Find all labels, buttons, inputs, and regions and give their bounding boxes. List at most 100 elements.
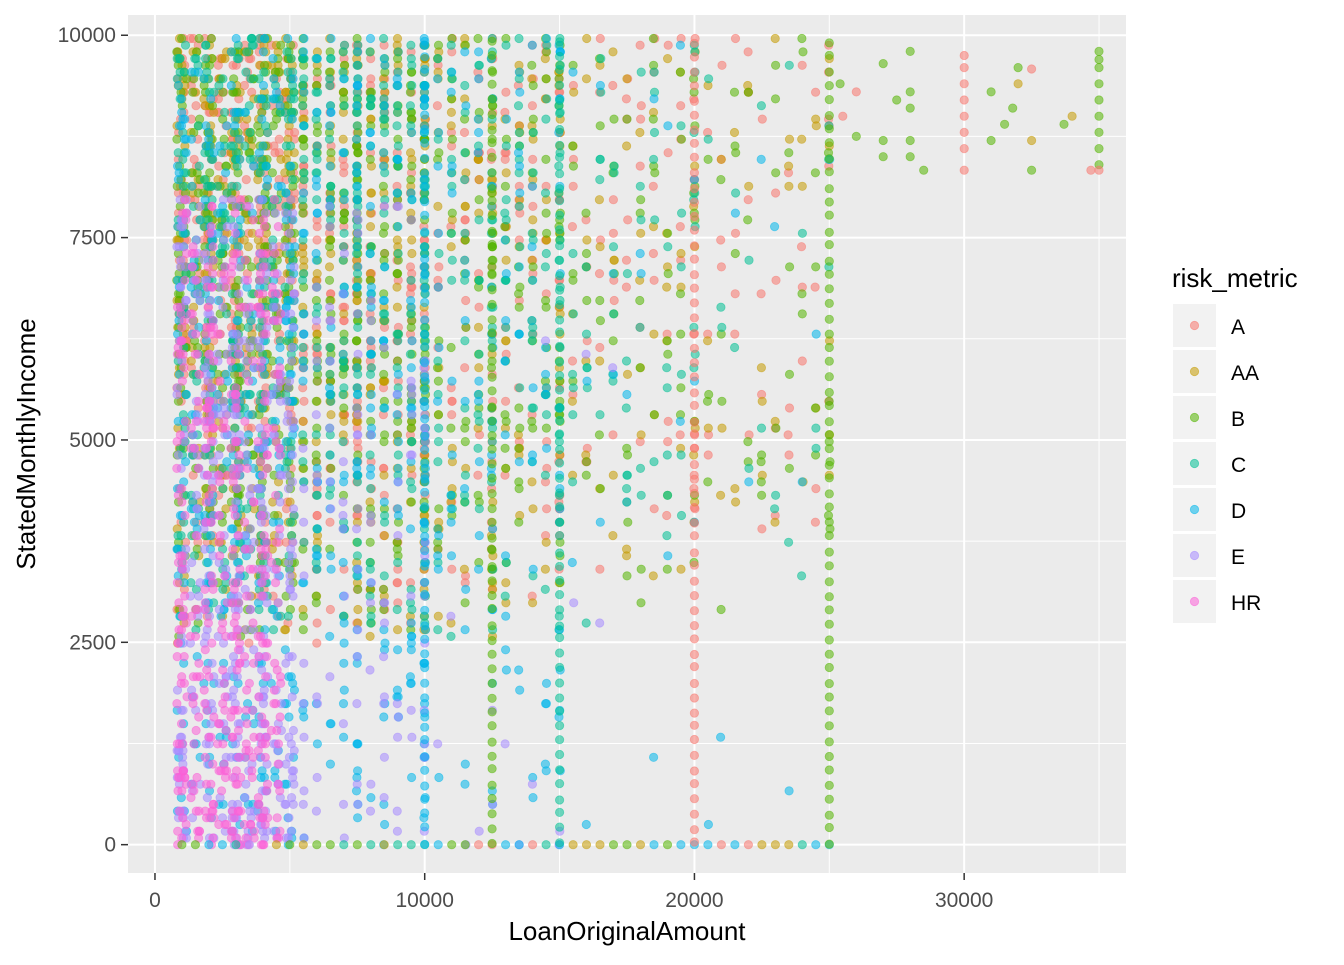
data-point-d [227, 81, 235, 89]
data-point-c [340, 841, 348, 849]
data-point-b [407, 175, 415, 183]
data-point-c [582, 330, 590, 338]
data-point-b [325, 276, 333, 284]
data-point-d [596, 81, 604, 89]
data-point-c [663, 384, 671, 392]
data-point-a [622, 95, 630, 103]
data-point-b [799, 48, 807, 56]
data-point-e [289, 538, 297, 546]
data-point-c [300, 175, 308, 183]
data-point-b [407, 424, 415, 432]
data-point-e [339, 525, 347, 533]
data-point-c [636, 323, 644, 331]
data-point-aa [717, 155, 725, 163]
data-point-b [825, 490, 833, 498]
data-point-hr [179, 605, 187, 613]
data-point-d [502, 316, 510, 324]
data-point-a [744, 841, 752, 849]
data-point-b [785, 370, 793, 378]
data-point-d [474, 565, 482, 573]
data-point-c [555, 371, 563, 379]
data-point-d [528, 243, 536, 251]
data-point-hr [274, 780, 282, 788]
data-point-b [825, 693, 833, 701]
data-point-d [542, 699, 550, 707]
data-point-a [690, 635, 698, 643]
data-point-hr [207, 384, 215, 392]
data-point-d [421, 606, 429, 614]
data-point-d [515, 162, 523, 170]
data-point-e [326, 424, 334, 432]
data-point-c [475, 276, 483, 284]
data-point-c [325, 75, 333, 83]
data-point-c [745, 256, 753, 264]
data-point-hr [219, 699, 227, 707]
data-point-c [340, 41, 348, 49]
data-point-e [241, 437, 249, 445]
data-point-hr [187, 612, 195, 620]
data-point-c [515, 202, 523, 210]
data-point-d [474, 115, 482, 123]
data-point-hr [201, 599, 209, 607]
data-point-d [434, 283, 442, 291]
data-point-hr [202, 498, 210, 506]
data-point-c [543, 95, 551, 103]
data-point-d [433, 75, 441, 83]
data-point-d [434, 162, 442, 170]
data-point-b [825, 68, 833, 76]
data-point-hr [235, 639, 243, 647]
data-point-c [312, 491, 320, 499]
data-point-aa [502, 579, 510, 587]
data-point-c [380, 128, 388, 136]
data-point-a [624, 216, 632, 224]
data-point-a [300, 397, 308, 405]
data-point-c [555, 286, 563, 294]
data-point-c [663, 531, 671, 539]
data-point-d [460, 484, 468, 492]
data-point-b [704, 478, 712, 486]
data-point-d [262, 182, 270, 190]
data-point-d [704, 820, 712, 828]
data-point-hr [242, 592, 250, 600]
data-point-hr [229, 545, 237, 553]
data-point-c [407, 41, 415, 49]
data-point-b [825, 111, 833, 119]
data-point-hr [191, 632, 199, 640]
data-point-e [313, 357, 321, 365]
data-point-c [461, 149, 469, 157]
data-point-hr [230, 585, 238, 593]
data-point-b [516, 424, 524, 432]
data-point-d [340, 75, 348, 83]
data-point-b [650, 411, 658, 419]
data-point-b [825, 430, 833, 438]
data-point-d [502, 666, 510, 674]
data-point-hr [180, 652, 188, 660]
data-point-c [181, 41, 189, 49]
data-point-aa [529, 505, 537, 513]
data-point-aa [785, 135, 793, 143]
data-point-a [192, 102, 200, 110]
data-point-c [284, 612, 292, 620]
data-point-d [353, 283, 361, 291]
data-point-d [623, 498, 631, 506]
data-point-hr [195, 713, 203, 721]
data-point-b [825, 211, 833, 219]
data-point-a [448, 411, 456, 419]
data-point-hr [192, 807, 200, 815]
data-point-e [353, 699, 361, 707]
data-point-a [609, 81, 617, 89]
data-point-hr [178, 484, 186, 492]
data-point-d [223, 458, 231, 466]
data-point-aa [502, 256, 510, 264]
data-point-hr [275, 444, 283, 452]
data-point-hr [193, 773, 201, 781]
data-point-b [393, 269, 401, 277]
data-point-a [528, 102, 536, 110]
data-point-d [221, 169, 229, 177]
data-point-d [421, 663, 429, 671]
data-point-b [825, 357, 833, 365]
data-point-hr [261, 397, 269, 405]
data-point-e [283, 397, 291, 405]
data-point-d [367, 793, 375, 801]
data-point-c [313, 196, 321, 204]
